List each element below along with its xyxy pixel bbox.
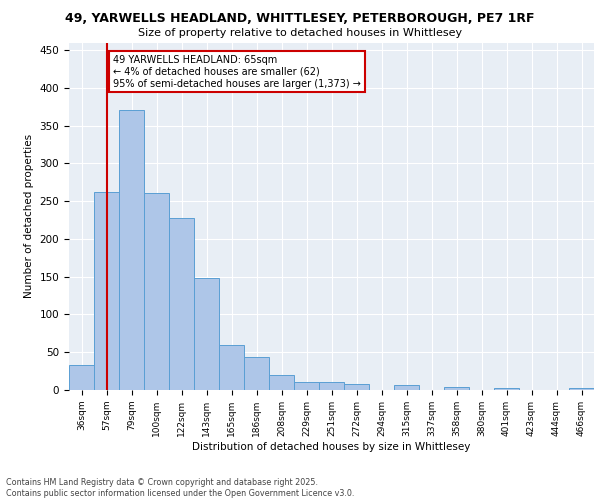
Y-axis label: Number of detached properties: Number of detached properties: [24, 134, 34, 298]
Bar: [194, 278, 219, 390]
Bar: [144, 193, 169, 390]
Text: Contains HM Land Registry data © Crown copyright and database right 2025.
Contai: Contains HM Land Registry data © Crown c…: [6, 478, 355, 498]
Text: 49, YARWELLS HEADLAND, WHITTLESEY, PETERBOROUGH, PE7 1RF: 49, YARWELLS HEADLAND, WHITTLESEY, PETER…: [65, 12, 535, 24]
Text: 49 YARWELLS HEADLAND: 65sqm
← 4% of detached houses are smaller (62)
95% of semi: 49 YARWELLS HEADLAND: 65sqm ← 4% of deta…: [113, 56, 361, 88]
Bar: [244, 357, 269, 390]
Bar: [94, 192, 119, 390]
Bar: [294, 382, 319, 390]
Bar: [219, 346, 244, 390]
Bar: [494, 388, 519, 390]
Bar: [269, 375, 294, 390]
Bar: [444, 387, 469, 390]
Bar: [344, 384, 369, 390]
Bar: [569, 388, 594, 390]
Text: Size of property relative to detached houses in Whittlesey: Size of property relative to detached ho…: [138, 28, 462, 38]
Bar: [319, 382, 344, 390]
X-axis label: Distribution of detached houses by size in Whittlesey: Distribution of detached houses by size …: [193, 442, 470, 452]
Bar: [119, 110, 144, 390]
Bar: [69, 365, 94, 390]
Bar: [169, 218, 194, 390]
Bar: [394, 386, 419, 390]
